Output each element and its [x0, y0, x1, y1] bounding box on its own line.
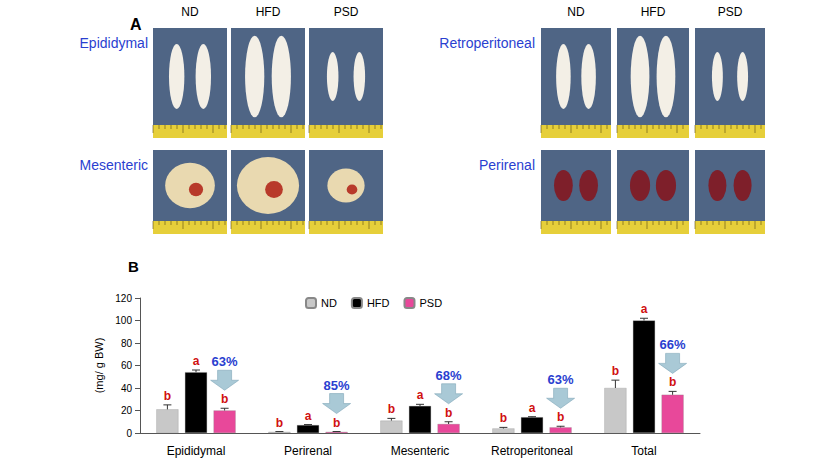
svg-text:63%: 63% — [548, 372, 574, 387]
svg-text:60: 60 — [121, 360, 133, 371]
svg-text:b: b — [276, 416, 283, 430]
svg-text:20: 20 — [121, 405, 133, 416]
svg-text:Mesenteric: Mesenteric — [391, 444, 450, 458]
svg-text:b: b — [388, 402, 395, 416]
svg-text:a: a — [305, 409, 312, 423]
svg-text:b: b — [221, 392, 228, 406]
svg-text:Epididymal: Epididymal — [167, 444, 226, 458]
svg-text:ND: ND — [321, 297, 337, 309]
svg-text:Perirenal: Perirenal — [284, 444, 332, 458]
svg-text:Retroperitoneal: Retroperitoneal — [439, 35, 535, 51]
svg-text:80: 80 — [121, 338, 133, 349]
svg-text:68%: 68% — [436, 368, 462, 383]
svg-text:b: b — [333, 416, 340, 430]
svg-text:ND: ND — [567, 5, 585, 19]
svg-text:a: a — [417, 388, 424, 402]
svg-text:100: 100 — [115, 315, 132, 326]
svg-text:b: b — [557, 410, 564, 424]
svg-text:Perirenal: Perirenal — [479, 157, 535, 173]
svg-text:85%: 85% — [324, 378, 350, 393]
svg-text:ND: ND — [181, 5, 199, 19]
svg-text:A: A — [130, 16, 142, 33]
svg-text:b: b — [500, 411, 507, 425]
svg-text:PSD: PSD — [718, 5, 743, 19]
svg-text:(mg/ g BW): (mg/ g BW) — [93, 338, 105, 394]
svg-text:a: a — [193, 354, 200, 368]
svg-text:PSD: PSD — [334, 5, 359, 19]
svg-text:b: b — [445, 406, 452, 420]
svg-text:63%: 63% — [212, 354, 238, 369]
svg-text:PSD: PSD — [419, 297, 442, 309]
svg-text:HFD: HFD — [641, 5, 666, 19]
html-text:B: B — [128, 258, 139, 275]
svg-text:b: b — [164, 389, 171, 403]
svg-text:120: 120 — [115, 293, 132, 304]
svg-text:HFD: HFD — [256, 5, 281, 19]
svg-text:40: 40 — [121, 383, 133, 394]
svg-text:Total: Total — [631, 444, 656, 458]
svg-text:0: 0 — [126, 428, 132, 439]
svg-text:66%: 66% — [660, 337, 686, 352]
svg-text:HFD: HFD — [367, 297, 390, 309]
svg-text:a: a — [529, 401, 536, 415]
svg-text:Mesenteric: Mesenteric — [80, 157, 148, 173]
svg-text:Epididymal: Epididymal — [80, 35, 148, 51]
svg-text:b: b — [669, 375, 676, 389]
svg-text:b: b — [612, 364, 619, 378]
svg-text:a: a — [641, 302, 648, 316]
svg-text:Retroperitoneal: Retroperitoneal — [491, 444, 573, 458]
